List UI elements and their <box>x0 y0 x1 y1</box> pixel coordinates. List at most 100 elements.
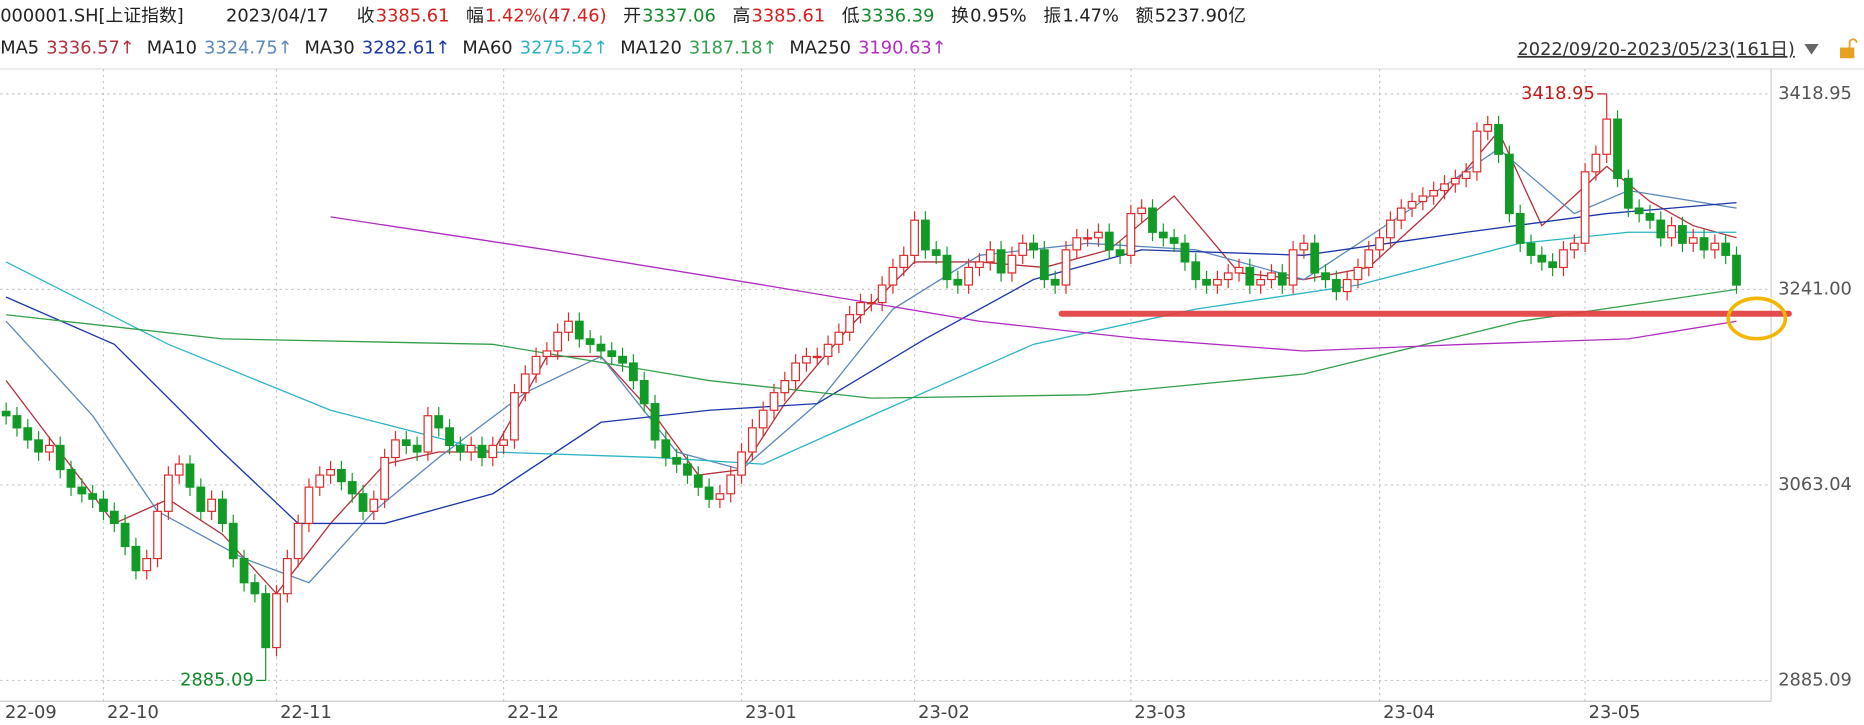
candle-body <box>769 392 779 411</box>
candle-body <box>315 474 325 488</box>
candle-body <box>1602 118 1612 155</box>
candle-body <box>1461 171 1471 180</box>
candle-body <box>1678 225 1687 244</box>
candle-body <box>1613 118 1622 180</box>
candle-body <box>1180 242 1190 263</box>
candle-body <box>823 343 833 358</box>
candle-body <box>1072 237 1082 251</box>
candle-body <box>683 463 692 476</box>
highlight-circle <box>1726 296 1788 341</box>
quote-value: 1.47% <box>1062 6 1119 27</box>
annotation-label: 3418.95 <box>1521 83 1595 104</box>
y-tick-label: 3063.04 <box>1778 474 1852 495</box>
ma-line <box>5 231 1737 465</box>
legend-name: MA10 <box>147 38 197 59</box>
ma-line <box>6 288 1737 399</box>
legend-name: MA60 <box>462 38 512 59</box>
candle-body <box>131 545 141 572</box>
candle-body <box>856 301 865 316</box>
candle-body <box>196 486 206 512</box>
header: 000001.SH[上证指数] 2023/04/17 收 3385.61 幅 1.42… <box>0 6 1246 27</box>
candle-body <box>693 474 703 488</box>
candle-body <box>1407 200 1417 209</box>
candle-body <box>1483 124 1493 132</box>
candle-body <box>1418 195 1428 203</box>
candle-body <box>802 355 811 364</box>
y-tick-label: 3418.95 <box>1778 83 1852 104</box>
candle-body <box>1267 272 1276 281</box>
candle-body <box>358 493 368 512</box>
date-range[interactable]: 2022/09/20-2023/05/23(161日) <box>1517 39 1794 60</box>
candle-body <box>1386 219 1395 239</box>
candle-body <box>109 510 119 525</box>
x-tick-label: 23-01 <box>745 702 797 723</box>
candle-body <box>1721 242 1731 256</box>
candle-body <box>520 373 530 394</box>
candle-body <box>455 444 465 453</box>
candle-body <box>88 493 98 500</box>
candle-body <box>1396 207 1406 221</box>
candle-body <box>1548 261 1558 269</box>
ma-line <box>5 130 1737 595</box>
candle-body <box>163 474 173 512</box>
candle-body <box>1288 249 1298 286</box>
lock-icon[interactable] <box>1840 38 1858 59</box>
candle-body <box>304 486 314 525</box>
y-tick-label: 3241.00 <box>1778 278 1852 299</box>
legend-value: 3275.52↑ <box>520 38 609 59</box>
quote-label: 额 <box>1136 6 1154 27</box>
candle-body <box>45 444 54 453</box>
candle-body <box>672 456 682 465</box>
candle-body <box>747 427 757 453</box>
candle-body <box>866 301 876 305</box>
quote-label: 收 <box>357 6 375 27</box>
dropdown-icon[interactable] <box>1804 43 1819 55</box>
candle-body <box>1429 189 1439 197</box>
candle-body <box>250 582 260 595</box>
candle-body <box>650 403 660 441</box>
candle-body <box>1007 254 1017 274</box>
candle-body <box>618 355 627 364</box>
x-tick-label: 23-04 <box>1383 702 1435 723</box>
candle-body <box>120 522 130 548</box>
candle-body <box>1115 249 1125 256</box>
candle-body <box>153 510 162 560</box>
ma-line <box>330 216 1737 352</box>
candle-body <box>174 463 184 476</box>
candle-body <box>996 249 1006 274</box>
candle-body <box>185 463 195 488</box>
candle-body <box>1223 272 1233 281</box>
quote-value: 3336.39 <box>861 6 935 27</box>
candle-body <box>1634 207 1644 215</box>
candle-body <box>369 498 379 512</box>
candle-body <box>553 331 563 352</box>
candle-body <box>207 498 217 512</box>
date: 2023/04/17 <box>226 6 329 27</box>
candle-body <box>1375 237 1385 251</box>
quote-label: 幅 <box>466 6 484 27</box>
candle-body <box>1158 231 1168 239</box>
candle-body <box>99 498 108 512</box>
x-tick-label: 22-09 <box>5 702 57 723</box>
candle-body <box>596 343 606 352</box>
candle-body <box>1688 237 1698 244</box>
quote-value: 0.95% <box>970 6 1027 27</box>
legend-value: 3324.75↑ <box>204 38 293 59</box>
candle-body <box>931 249 941 256</box>
candle-body <box>1537 254 1547 263</box>
candle-body <box>628 362 638 382</box>
candle-body <box>920 219 930 251</box>
candle-body <box>1104 231 1114 251</box>
candle-body <box>1245 266 1255 286</box>
candle-body <box>510 392 519 441</box>
candle-body <box>391 439 400 459</box>
candle-body <box>1212 278 1222 286</box>
candle-body <box>726 474 736 495</box>
x-tick-label: 22-12 <box>507 702 559 723</box>
candle-body <box>1083 237 1093 240</box>
candle-body <box>845 314 855 333</box>
candle-body <box>1310 242 1320 274</box>
candle-body <box>780 379 790 394</box>
